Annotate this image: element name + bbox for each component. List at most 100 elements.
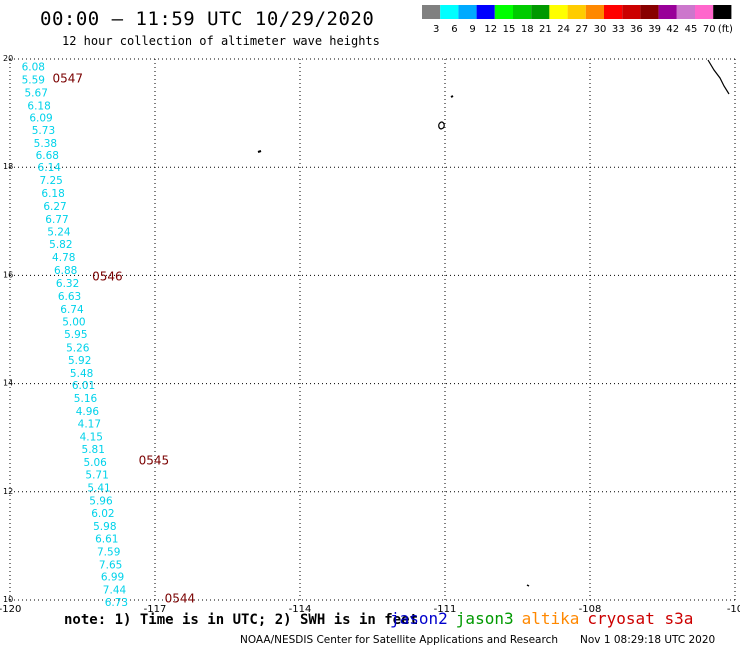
legend-swatch	[695, 5, 714, 19]
wave-height-value: 5.24	[47, 227, 71, 239]
wave-height-value: 6.02	[91, 508, 114, 520]
legend-unit: (ft)	[718, 24, 733, 35]
wave-height-value: 6.77	[45, 214, 68, 226]
legend-swatch	[585, 5, 604, 19]
land-features	[257, 59, 730, 587]
wave-height-value: 7.25	[39, 175, 62, 187]
wave-height-value: 5.95	[64, 329, 87, 341]
legend-swatch	[531, 5, 550, 19]
x-tick-label: -120	[0, 604, 21, 615]
timestamp: Nov 1 08:29:18 UTC 2020	[580, 634, 716, 646]
wave-height-value: 5.48	[70, 368, 93, 380]
wave-height-value: 6.68	[36, 150, 59, 162]
legend-swatch	[549, 5, 568, 19]
page-subtitle: 12 hour collection of altimeter wave hei…	[62, 34, 380, 48]
legend-label: 21	[539, 24, 552, 35]
pass-time-labels: 0547 0546 0545 0544	[53, 71, 196, 605]
x-tick-label: -117	[144, 604, 167, 615]
wave-height-value: 5.96	[89, 495, 113, 507]
wave-height-value: 6.27	[43, 201, 66, 213]
legend-label: 9	[469, 24, 475, 35]
page-title: 00:00 – 11:59 UTC 10/29/2020	[40, 8, 375, 30]
wave-height-value: 6.18	[41, 188, 64, 200]
legend-swatch	[640, 5, 659, 19]
wave-height-labels: 6.085.595.676.186.095.735.386.686.147.25…	[22, 62, 129, 610]
wave-height-value: 6.14	[38, 162, 62, 174]
wave-height-value: 6.09	[29, 112, 52, 124]
footer-credit: NOAA/NESDIS Center for Satellite Applica…	[240, 634, 737, 646]
legend-label: 42	[666, 24, 679, 35]
legend-swatch	[676, 5, 695, 19]
y-tick-label: 10	[3, 595, 13, 604]
legend-swatch	[513, 5, 532, 19]
y-tick-label: 12	[3, 487, 13, 496]
wave-height-value: 5.71	[85, 469, 108, 481]
wave-height-value: 7.65	[99, 559, 122, 571]
wave-height-value: 5.81	[82, 444, 105, 456]
x-tick-label: -108	[579, 604, 602, 615]
wave-height-value: 5.67	[25, 88, 48, 100]
pass-time-label: 0545	[139, 453, 170, 467]
island-clarion	[257, 150, 262, 153]
wave-height-value: 5.82	[49, 239, 72, 251]
legend-label: 39	[648, 24, 661, 35]
wave-height-value: 6.32	[56, 278, 79, 290]
legend-label: 45	[685, 24, 698, 35]
satellite-name: jason2	[390, 609, 448, 628]
legend-swatch	[458, 5, 477, 19]
pass-time-label: 0544	[165, 591, 196, 605]
legend-swatch	[476, 5, 495, 19]
satellite-name: jason3	[455, 609, 514, 628]
island-socorro	[438, 121, 445, 130]
legend-label: 3	[433, 24, 439, 35]
wave-height-value: 5.59	[22, 75, 45, 87]
wave-height-value: 6.88	[54, 265, 77, 277]
island-san-benedicto	[450, 95, 454, 98]
wave-height-value: 5.16	[74, 393, 98, 405]
x-tick-label: -10	[727, 604, 740, 615]
wave-height-value: 7.44	[103, 585, 127, 597]
wave-height-value: 5.38	[34, 138, 57, 150]
wave-height-value: 6.18	[27, 101, 50, 113]
legend-swatch	[713, 5, 732, 19]
footer-note: note: 1) Time is in UTC; 2) SWH is in fe…	[64, 612, 419, 628]
wave-height-value: 4.78	[52, 252, 75, 264]
x-tick-label: -111	[434, 604, 457, 615]
legend-label: 36	[630, 24, 643, 35]
legend-swatch	[567, 5, 586, 19]
island-clipperton	[526, 584, 530, 587]
wave-height-value: 5.73	[32, 125, 55, 137]
legend-label: 27	[575, 24, 588, 35]
wave-height-value: 6.61	[95, 533, 118, 545]
legend-swatch	[658, 5, 677, 19]
color-legend: 3 6 9 12 15 18 21 24 27 30 33 36 39 42 45 70 (ft)	[422, 5, 733, 35]
legend-swatch	[422, 5, 441, 19]
map-grid	[9, 58, 736, 601]
credit-text: NOAA/NESDIS Center for Satellite Applica…	[240, 634, 558, 646]
wave-height-value: 4.17	[78, 419, 101, 431]
wave-height-value: 5.41	[87, 482, 110, 494]
legend-label: 6	[451, 24, 457, 35]
wave-height-value: 5.98	[93, 521, 116, 533]
legend-label: 18	[521, 24, 534, 35]
legend-label: 70	[703, 24, 716, 35]
legend-swatch	[494, 5, 513, 19]
coastline	[707, 59, 730, 95]
wave-height-value: 6.74	[60, 304, 84, 316]
satellite-legend: jason2 jason3 altika cryosat s3a	[390, 609, 701, 628]
wave-height-value: 6.08	[22, 62, 45, 74]
pass-time-label: 0547	[53, 71, 84, 85]
wave-height-value: 7.59	[97, 546, 120, 558]
y-tick-label: 20	[3, 54, 13, 63]
y-tick-label: 16	[3, 270, 13, 279]
legend-label: 30	[594, 24, 607, 35]
y-tick-label: 18	[3, 162, 13, 171]
legend-swatch	[604, 5, 623, 19]
y-tick-label: 14	[3, 379, 13, 388]
legend-swatch	[622, 5, 641, 19]
pass-time-label: 0546	[92, 269, 123, 283]
legend-label: 24	[557, 24, 570, 35]
wave-height-value: 5.06	[83, 457, 107, 469]
map-axes: -120 -117 -114 -111 -108 -10 20 18 16 14 12 10	[0, 54, 740, 615]
